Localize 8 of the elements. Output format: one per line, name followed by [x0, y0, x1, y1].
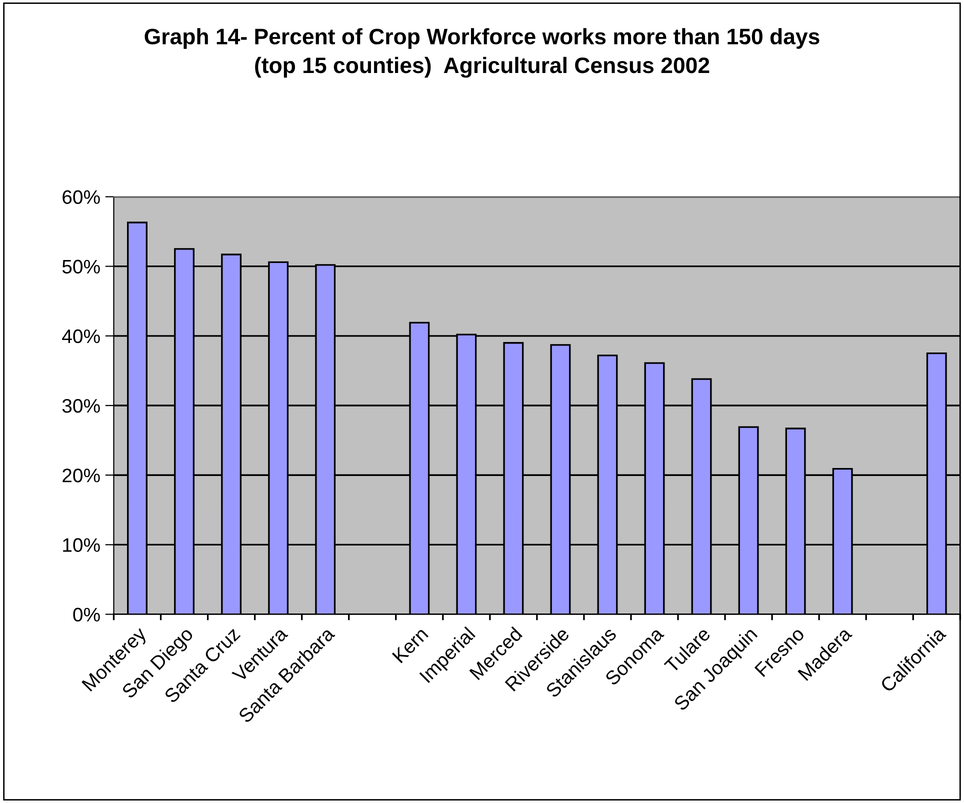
- y-tick-label: 30%: [62, 398, 100, 413]
- y-tick-label: 50%: [62, 260, 100, 274]
- y-tick-label: 10%: [63, 538, 100, 552]
- y-tick-label: 40%: [62, 329, 100, 344]
- y-tick-label: 20%: [62, 468, 100, 482]
- chart-title: Graph 14- Percent of Crop Workforce works more than 150 days (top 15 counties) Agricultural Census 2002: [144, 28, 820, 78]
- y-tick-label: 0%: [73, 608, 100, 622]
- y-tick-label: 60%: [62, 190, 100, 204]
